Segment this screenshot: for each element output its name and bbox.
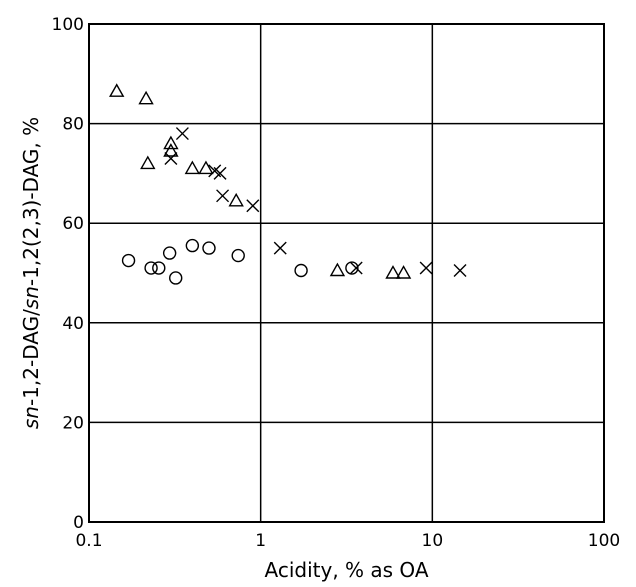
triangle-point xyxy=(163,143,179,157)
cross-point xyxy=(164,151,178,165)
cross-point xyxy=(349,261,363,275)
cross-point xyxy=(246,199,260,213)
cross-point xyxy=(175,127,189,141)
plot-frame xyxy=(88,23,605,523)
circle-point xyxy=(152,261,166,275)
circle-point xyxy=(294,263,308,278)
y-tick-label: 20 xyxy=(62,413,84,433)
y-tick-label: 0 xyxy=(73,513,84,533)
y-tick-label: 60 xyxy=(62,214,84,234)
triangle-point xyxy=(184,160,201,175)
y-axis-label-part: sn xyxy=(19,286,43,309)
y-tick-label: 80 xyxy=(62,115,84,135)
circle-point xyxy=(202,241,216,255)
cross-point xyxy=(453,264,467,278)
cross-point xyxy=(273,241,287,255)
x-tick-label: 1 xyxy=(255,531,266,551)
grid-lines xyxy=(89,24,604,522)
y-tick-label: 100 xyxy=(52,15,84,35)
triangle-point xyxy=(109,83,125,97)
circle-point xyxy=(169,271,183,285)
circle-point xyxy=(185,238,200,253)
y-tick-label: 40 xyxy=(62,314,84,334)
y-axis-label-part: -1,2-DAG/ xyxy=(19,309,43,406)
triangle-point xyxy=(228,192,244,207)
triangle-point xyxy=(138,90,154,105)
cross-point xyxy=(216,189,230,203)
y-axis-label-part: sn xyxy=(19,406,43,429)
cross-point xyxy=(213,166,227,180)
data-points xyxy=(109,83,467,285)
cross-point xyxy=(419,261,433,275)
y-axis-label-part: -1,2(2,3)-DAG, % xyxy=(19,117,43,286)
triangle-point xyxy=(163,135,179,150)
triangle-point xyxy=(385,265,401,279)
triangle-point xyxy=(140,155,156,170)
circle-point xyxy=(231,248,245,263)
circle-point xyxy=(162,246,177,260)
x-tick-label: 0.1 xyxy=(75,531,102,551)
x-axis-label: Acidity, % as OA xyxy=(265,558,429,582)
x-tick-label: 100 xyxy=(588,531,620,551)
y-axis-label: sn-1,2-DAG/sn-1,2(2,3)-DAG, % xyxy=(19,117,43,429)
triangle-point xyxy=(395,265,412,279)
tick-labels: 0.1 1 10 100 0 20 40 60 80 100 xyxy=(52,15,621,551)
circle-point xyxy=(345,261,359,275)
circle-point xyxy=(121,253,136,268)
triangle-point xyxy=(329,262,346,277)
circle-point xyxy=(144,261,158,275)
x-tick-label: 10 xyxy=(422,531,444,551)
triangle-point xyxy=(198,160,214,175)
